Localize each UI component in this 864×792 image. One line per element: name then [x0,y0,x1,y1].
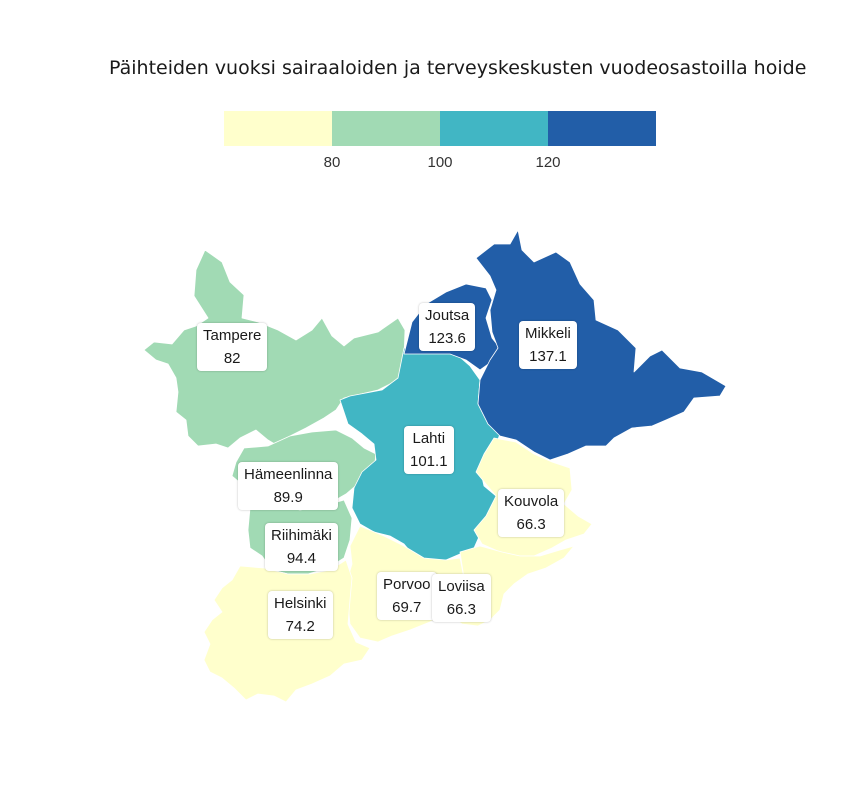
label-hameenlinna-name: Hämeenlinna [244,466,333,483]
legend-swatch-3 [440,111,548,146]
label-helsinki: Helsinki 74.2 [268,591,333,639]
legend-tick-120: 120 [535,154,561,171]
map-title: Päihteiden vuoksi sairaaloiden ja tervey… [109,57,807,79]
legend-swatch-4 [548,111,656,146]
label-porvoo-value: 69.7 [392,599,422,616]
legend-tick-100: 100 [427,154,453,171]
label-kouvola-value: 66.3 [516,516,546,533]
label-kouvola: Kouvola 66.3 [498,489,565,537]
label-lahti-name: Lahti [412,430,446,447]
region-mikkeli[interactable] [475,229,727,461]
label-porvoo-name: Porvoo [383,576,431,593]
label-mikkeli-name: Mikkeli [525,325,571,342]
label-lahti: Lahti 101.1 [404,426,454,474]
label-loviisa-value: 66.3 [446,601,476,618]
label-joutsa-value: 123.6 [428,330,466,347]
label-riihimaki-value: 94.4 [286,550,317,567]
label-hameenlinna-value: 89.9 [273,489,303,506]
label-tampere: Tampere 82 [197,323,268,371]
label-mikkeli: Mikkeli 137.1 [519,321,577,369]
label-helsinki-value: 74.2 [285,618,315,635]
label-joutsa: Joutsa 123.6 [419,303,476,351]
label-kouvola-name: Kouvola [504,493,559,510]
label-loviisa-name: Loviisa [438,578,485,595]
legend-swatch-1 [224,111,332,146]
label-hameenlinna: Hämeenlinna 89.9 [238,462,339,510]
legend-swatch-2 [332,111,440,146]
legend-tick-80: 80 [323,154,341,171]
label-tampere-name: Tampere [203,327,262,344]
color-legend [224,111,656,146]
label-tampere-value: 82 [223,350,241,367]
label-porvoo: Porvoo 69.7 [377,572,437,620]
label-joutsa-name: Joutsa [425,307,470,324]
label-riihimaki-name: Riihimäki [271,527,332,544]
label-mikkeli-value: 137.1 [529,348,567,365]
label-loviisa: Loviisa 66.3 [432,574,491,622]
label-lahti-value: 101.1 [410,453,448,470]
label-helsinki-name: Helsinki [274,595,327,612]
label-riihimaki: Riihimäki 94.4 [265,523,338,571]
